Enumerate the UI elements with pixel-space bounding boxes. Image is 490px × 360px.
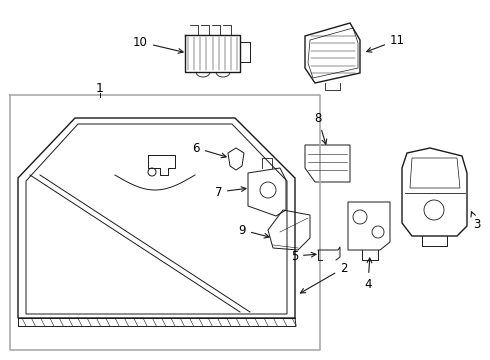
Text: 7: 7 [215, 185, 246, 198]
Text: 4: 4 [364, 258, 372, 291]
Text: 10: 10 [133, 36, 183, 53]
Text: 11: 11 [367, 33, 405, 52]
Text: 1: 1 [96, 81, 104, 94]
Text: 6: 6 [193, 141, 226, 158]
Text: 8: 8 [314, 112, 327, 144]
Text: 9: 9 [239, 224, 269, 238]
Text: 5: 5 [291, 249, 316, 262]
Text: 3: 3 [471, 212, 480, 231]
Text: 2: 2 [300, 261, 347, 293]
